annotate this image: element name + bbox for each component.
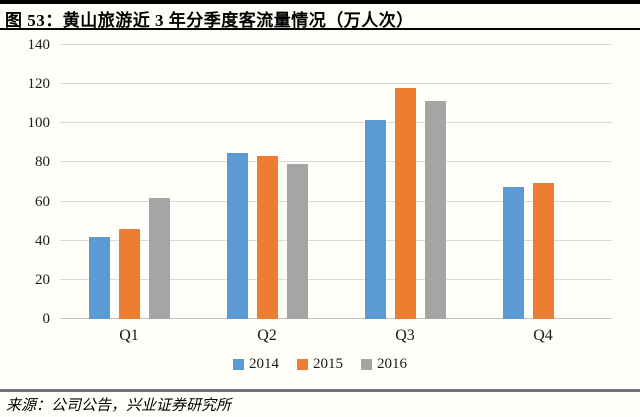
bar-2015-Q3 [394, 88, 416, 319]
bar-2016-Q1 [148, 197, 170, 319]
bar-2015-Q4 [532, 182, 554, 319]
bar-2014-Q1 [88, 236, 110, 319]
bar-2014-Q2 [226, 152, 248, 319]
source-text: 来源：公司公告，兴业证券研究所 [6, 398, 232, 414]
bar-2015-Q2 [256, 155, 278, 319]
bar-group-Q2 [198, 45, 336, 319]
bar-group-Q4 [474, 45, 612, 319]
legend-label: 2014 [249, 356, 279, 372]
legend-item-2016: 2016 [361, 356, 407, 373]
bar-2015-Q1 [118, 228, 140, 319]
y-axis-tick-label: 140 [27, 37, 51, 53]
bar-group-Q1 [60, 45, 198, 319]
gridline [60, 318, 612, 319]
gridline [60, 239, 612, 241]
bar-2014-Q4 [502, 186, 524, 319]
bar-2016-Q2 [286, 164, 308, 319]
figure-title-bar: 图 53：黄山旅游近 3 年分季度客流量情况（万人次） [0, 0, 640, 30]
chart-legend: 2014 2015 2016 [0, 356, 640, 373]
x-axis-category-label: Q1 [119, 327, 139, 344]
gridline [60, 278, 612, 280]
y-axis-tick-label: 0 [42, 311, 51, 327]
gridline [60, 83, 612, 85]
y-axis-tick-label: 100 [27, 115, 51, 132]
legend-label: 2016 [377, 356, 407, 372]
y-axis-tick-label: 60 [35, 193, 50, 210]
bar-group-Q3 [336, 45, 474, 319]
figure-title: 黄山旅游近 3 年分季度客流量情况（万人次） [62, 11, 414, 30]
plot-area [60, 44, 612, 319]
gridline [60, 161, 612, 163]
y-axis-tick-label: 80 [35, 154, 50, 171]
legend-label: 2015 [313, 356, 343, 372]
legend-item-2014: 2014 [233, 356, 279, 373]
legend-marker-2014 [233, 359, 244, 370]
x-axis-category-label: Q2 [257, 327, 277, 344]
legend-marker-2016 [361, 359, 372, 370]
y-axis-tick-label: 120 [27, 76, 51, 93]
figure-label: 图 53： [5, 11, 63, 30]
legend-item-2015: 2015 [297, 356, 343, 373]
gridline [60, 122, 612, 124]
x-axis-category-label: Q4 [533, 327, 553, 344]
source-divider [0, 389, 640, 392]
bar-2016-Q3 [424, 100, 446, 319]
bar-chart: 0 20 40 60 80 100 120 140 Q1 Q2 Q3 Q4 [0, 28, 640, 355]
y-axis-tick-label: 20 [35, 271, 50, 288]
bar-2014-Q3 [364, 120, 386, 319]
y-axis-tick-label: 40 [35, 232, 50, 249]
x-axis-category-label: Q3 [395, 327, 415, 344]
gridline [60, 44, 612, 45]
legend-marker-2015 [297, 359, 308, 370]
gridline [60, 200, 612, 202]
